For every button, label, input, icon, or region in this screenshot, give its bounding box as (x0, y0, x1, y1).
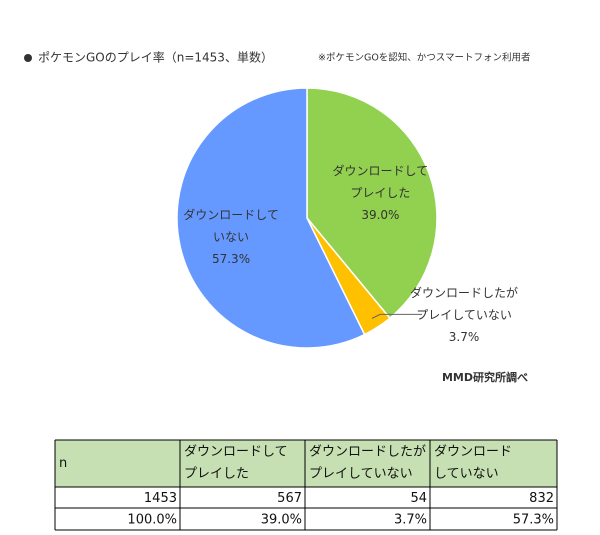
table-header: n (59, 456, 67, 471)
value-label: 39.0% (361, 208, 399, 222)
leader-line (371, 313, 423, 319)
chart-title: ポケモンGOのプレイ率（n=1453、単数） (38, 50, 273, 65)
table-header: していない (434, 467, 499, 482)
table-header: ダウンロード (434, 445, 512, 460)
slice-label: ダウンロードして (333, 163, 429, 178)
table-cell: 1453 (144, 491, 177, 506)
slice-label: ダウンロードして (183, 207, 279, 222)
value-label: 57.3% (212, 252, 250, 266)
table-header: プレイしていない (309, 467, 413, 482)
table-cell: 100.0% (127, 513, 177, 528)
title-bullet (24, 54, 32, 62)
table-cell: 57.3% (513, 513, 554, 528)
slice-label: プレイした (350, 186, 410, 200)
table-cell: 54 (410, 491, 427, 506)
pie-slice (176, 87, 366, 349)
pie: ダウンロードしてプレイした39.0%ダウンロードしたがプレイしていない3.7%ダ… (176, 87, 518, 349)
chart-subtitle: ※ポケモンGOを認知、かつスマートフォン利用者 (318, 52, 531, 64)
table-cell: 3.7% (394, 513, 427, 528)
slice-label: プレイしていない (416, 308, 512, 322)
slice-label: いない (213, 230, 249, 244)
table-cell: 567 (277, 491, 302, 506)
slice-label: ダウンロードしたが (410, 285, 518, 300)
source: MMD研究所調べ (442, 370, 528, 384)
table-cell: 832 (529, 491, 554, 506)
table-header: ダウンロードして (184, 445, 288, 460)
pie-slice (306, 87, 438, 320)
table-header: ダウンロードしたが (309, 445, 426, 460)
table-cell: 39.0% (261, 513, 302, 528)
value-label: 3.7% (449, 330, 480, 344)
table-header: プレイした (184, 467, 249, 482)
table-header-bg (55, 440, 557, 487)
